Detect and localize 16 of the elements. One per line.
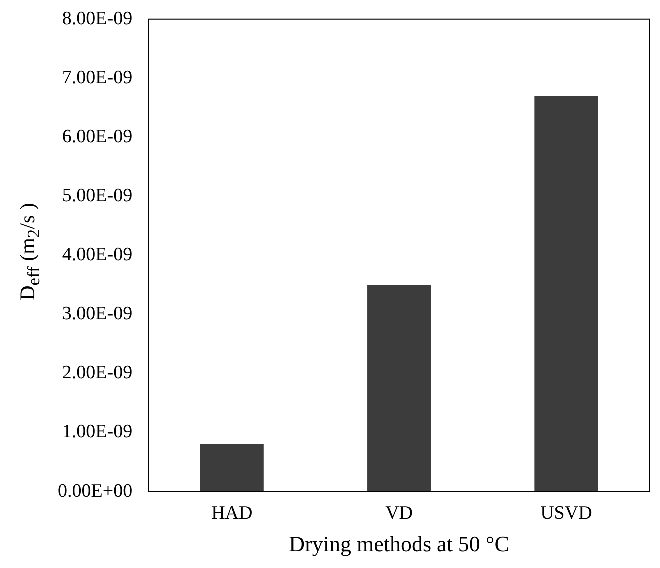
y-tick-label: 4.00E-09: [62, 244, 133, 266]
x-tick-label: USVD: [540, 503, 592, 524]
y-tick-label: 5.00E-09: [62, 186, 133, 207]
y-tick-label: 8.00E-09: [62, 8, 133, 30]
y-tick-label: 1.00E-09: [62, 422, 133, 443]
bar: [368, 285, 432, 492]
y-tick-label: 6.00E-09: [62, 126, 133, 148]
bar: [534, 96, 598, 492]
x-axis-title: Drying methods at 50 °C: [289, 532, 510, 557]
y-tick-label: 7.00E-09: [62, 67, 133, 88]
y-tick-label: 3.00E-09: [62, 304, 133, 325]
x-tick-label: HAD: [212, 503, 253, 524]
y-tick-label: 2.00E-09: [62, 362, 133, 384]
x-tick-label: VD: [386, 503, 414, 524]
bar: [200, 444, 264, 492]
y-tick-label: 0.00E+00: [58, 480, 133, 502]
